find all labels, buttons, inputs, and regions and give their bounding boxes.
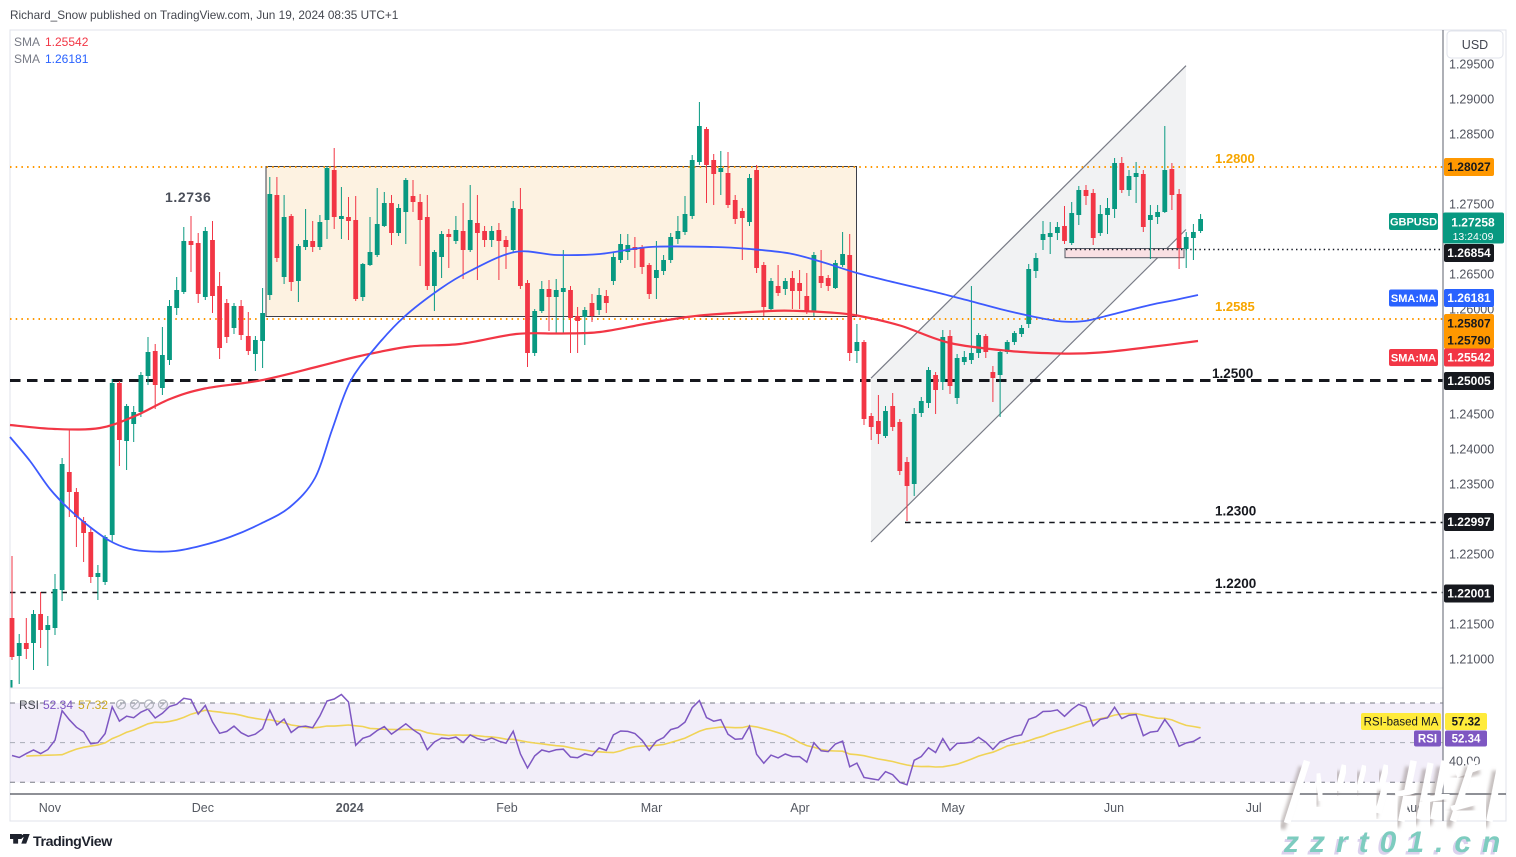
svg-text:1.2736: 1.2736 (165, 189, 211, 205)
svg-text:1.2800: 1.2800 (1215, 151, 1255, 166)
svg-text:1.2500: 1.2500 (1212, 366, 1253, 381)
svg-text:Nov: Nov (39, 801, 62, 815)
svg-text:May: May (941, 801, 965, 815)
svg-text:13:24:09: 13:24:09 (1453, 231, 1494, 243)
svg-text:1.26181: 1.26181 (1447, 291, 1491, 305)
svg-text:1.25542: 1.25542 (1447, 351, 1491, 365)
svg-text:TradingView: TradingView (33, 834, 113, 850)
svg-text:Jul: Jul (1246, 801, 1262, 815)
svg-text:1.28027: 1.28027 (1447, 160, 1491, 174)
svg-text:SMA: SMA (14, 35, 40, 49)
svg-text:1.25542: 1.25542 (45, 35, 89, 49)
svg-text:RSI: RSI (19, 698, 39, 712)
svg-text:1.29500: 1.29500 (1449, 58, 1494, 72)
svg-text:1.2200: 1.2200 (1215, 576, 1256, 591)
svg-text:USD: USD (1462, 38, 1488, 52)
svg-text:1.22997: 1.22997 (1447, 515, 1491, 529)
svg-text:57.32: 57.32 (78, 698, 108, 712)
svg-text:1.24000: 1.24000 (1449, 443, 1494, 457)
svg-text:Feb: Feb (496, 801, 518, 815)
svg-text:1.26181: 1.26181 (45, 52, 89, 66)
svg-text:Jun: Jun (1104, 801, 1124, 815)
svg-text:1.24500: 1.24500 (1449, 408, 1494, 422)
svg-text:1.2300: 1.2300 (1215, 504, 1256, 519)
svg-text:RSI-based MA: RSI-based MA (1364, 717, 1439, 729)
svg-text:SMA:MA: SMA:MA (1391, 293, 1436, 305)
svg-text:1.26500: 1.26500 (1449, 268, 1494, 282)
svg-text:52.34: 52.34 (43, 698, 73, 712)
svg-text:1.22500: 1.22500 (1449, 548, 1494, 562)
svg-text:1.25005: 1.25005 (1447, 374, 1491, 388)
svg-text:SMA: SMA (14, 52, 40, 66)
svg-text:1.25807: 1.25807 (1447, 317, 1491, 331)
svg-text:1.26854: 1.26854 (1447, 246, 1491, 260)
svg-text:Apr: Apr (790, 801, 809, 815)
svg-text:57.32: 57.32 (1452, 717, 1481, 729)
svg-text:2024: 2024 (336, 801, 364, 815)
svg-text:1.21500: 1.21500 (1449, 618, 1494, 632)
svg-text:52.34: 52.34 (1452, 734, 1481, 746)
svg-text:1.28500: 1.28500 (1449, 128, 1494, 142)
svg-text:zzrt01.cn: zzrt01.cn (1283, 826, 1511, 857)
svg-text:1.21000: 1.21000 (1449, 653, 1494, 667)
svg-text:Mar: Mar (641, 801, 663, 815)
svg-text:Richard_Snow published on Trad: Richard_Snow published on TradingView.co… (10, 8, 398, 22)
svg-text:1.29000: 1.29000 (1449, 93, 1494, 107)
svg-text:SMA:MA: SMA:MA (1391, 353, 1436, 365)
svg-text:1.23500: 1.23500 (1449, 478, 1494, 492)
svg-text:1.22001: 1.22001 (1447, 587, 1491, 601)
svg-text:Dec: Dec (192, 801, 214, 815)
svg-text:RSI: RSI (1418, 734, 1437, 746)
svg-text:1.25790: 1.25790 (1447, 334, 1491, 348)
svg-text:1.27500: 1.27500 (1449, 198, 1494, 212)
svg-text:GBPUSD: GBPUSD (1390, 217, 1437, 229)
svg-text:1.2585: 1.2585 (1215, 299, 1255, 314)
svg-text:1.27258: 1.27258 (1451, 216, 1495, 230)
